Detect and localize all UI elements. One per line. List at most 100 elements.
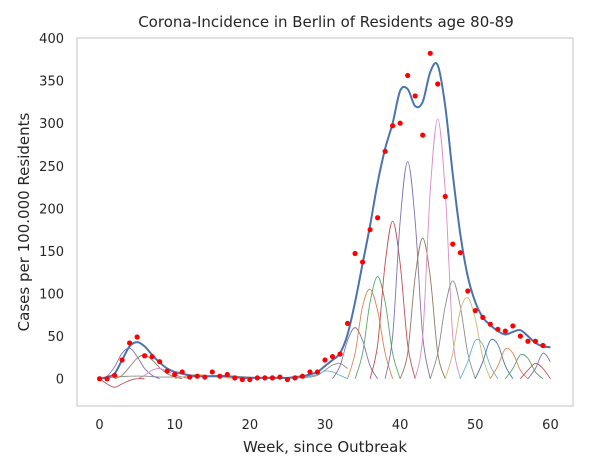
component-curve-5 — [99, 362, 348, 380]
data-point — [495, 326, 501, 332]
data-point — [149, 353, 155, 360]
data-point — [314, 369, 321, 375]
data-point — [262, 375, 268, 381]
component-curve-3 — [114, 354, 183, 380]
component-curve-22 — [527, 352, 551, 380]
data-point — [344, 320, 351, 326]
data-point — [405, 72, 411, 79]
data-point — [104, 376, 110, 382]
data-point — [164, 368, 170, 374]
component-curve-20 — [504, 353, 544, 380]
data-point — [532, 338, 539, 344]
component-curve-2 — [99, 347, 160, 380]
data-point — [269, 375, 275, 381]
data-point — [224, 371, 230, 378]
chart-title: Corona-Incidence in Berlin of Residents … — [138, 13, 514, 31]
data-point — [111, 372, 118, 378]
data-point — [247, 376, 253, 383]
data-point — [375, 215, 381, 221]
component-curve-21 — [520, 362, 551, 380]
data-point — [457, 250, 463, 256]
data-point — [510, 323, 516, 329]
x-tick-label: 50 — [467, 418, 484, 433]
component-curve-9 — [347, 288, 394, 379]
data-point — [119, 357, 125, 363]
y-tick-label: 300 — [39, 117, 64, 132]
data-point — [427, 50, 433, 56]
y-tick-label: 350 — [39, 75, 64, 90]
x-tick-label: 20 — [242, 418, 259, 433]
observed-points — [96, 50, 546, 383]
data-point — [359, 259, 366, 265]
component-curve-14 — [414, 118, 461, 379]
x-tick-label: 30 — [317, 418, 334, 433]
component-curve-19 — [489, 347, 529, 380]
data-point — [382, 148, 388, 154]
fit-curve — [99, 62, 551, 380]
data-point — [179, 369, 185, 375]
data-point — [525, 338, 531, 344]
y-tick-label: 250 — [39, 160, 64, 175]
y-tick-label: 400 — [39, 32, 64, 47]
data-point — [142, 353, 148, 359]
data-point — [299, 373, 306, 379]
data-point — [322, 357, 328, 363]
component-curve-13 — [399, 237, 446, 379]
data-point — [465, 288, 471, 294]
y-tick-label: 200 — [39, 202, 64, 217]
data-point — [487, 321, 493, 327]
data-point — [517, 333, 523, 339]
data-point — [435, 81, 441, 87]
data-point — [412, 93, 418, 99]
data-point — [397, 120, 403, 126]
x-tick-label: 40 — [392, 418, 409, 433]
data-point — [450, 241, 456, 247]
x-tick-label: 60 — [542, 418, 559, 433]
data-point — [337, 351, 343, 357]
component-curve-17 — [459, 338, 499, 379]
y-tick-label: 150 — [39, 245, 64, 260]
data-point — [352, 250, 358, 257]
data-point — [202, 374, 208, 380]
data-point — [540, 342, 546, 349]
data-point — [254, 375, 260, 381]
data-point — [96, 376, 103, 382]
data-point — [127, 340, 133, 346]
data-point — [442, 193, 448, 200]
data-point — [157, 359, 163, 365]
x-axis-label: Week, since Outbreak — [243, 438, 407, 456]
component-curve-10 — [354, 276, 401, 379]
data-point — [187, 374, 193, 380]
data-point — [172, 371, 178, 378]
component-curve-15 — [429, 280, 476, 379]
data-point — [232, 375, 238, 381]
data-point — [292, 375, 298, 381]
component-curve-18 — [474, 338, 514, 379]
data-point — [329, 353, 336, 360]
plot-frame — [76, 37, 574, 407]
data-point — [480, 314, 486, 321]
y-tick-labels: 0 50 100 150 200 250 300 350 400 — [39, 32, 64, 388]
y-tick-label: 0 — [56, 373, 64, 388]
y-axis-label: Cases per 100.000 Residents — [15, 112, 33, 331]
x-tick-label: 10 — [166, 418, 183, 433]
data-point — [194, 373, 200, 379]
data-point — [307, 369, 313, 375]
component-curves — [99, 118, 551, 388]
y-tick-label: 50 — [47, 330, 64, 345]
data-point — [217, 373, 223, 379]
fit-curve-layer — [99, 62, 551, 380]
x-tick-labels: 0 10 20 30 40 50 60 — [95, 418, 558, 433]
data-point — [502, 328, 508, 334]
data-point — [134, 334, 140, 340]
data-point — [277, 374, 283, 380]
component-curve-11 — [369, 220, 416, 379]
component-curve-8 — [332, 327, 378, 379]
data-point — [367, 227, 373, 233]
data-point — [472, 307, 478, 314]
data-point — [239, 376, 245, 383]
data-point — [390, 123, 396, 129]
data-point — [209, 369, 215, 375]
x-tick-label: 0 — [95, 418, 103, 433]
